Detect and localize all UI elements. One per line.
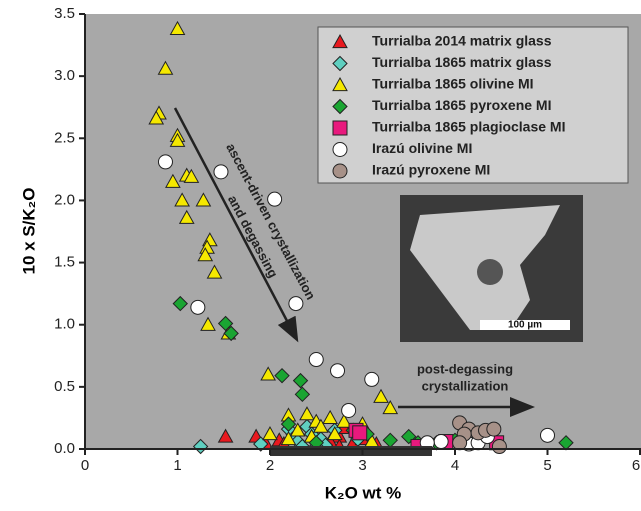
data-point <box>326 426 343 441</box>
data-point <box>433 434 449 450</box>
x-tick-label: 3 <box>358 457 366 474</box>
data-point <box>280 416 297 432</box>
data-point <box>267 191 283 207</box>
data-point <box>157 60 174 75</box>
data-point <box>341 402 357 418</box>
legend <box>317 26 629 184</box>
data-point <box>308 352 324 368</box>
data-point <box>289 422 306 437</box>
data-point <box>336 413 352 428</box>
annotation: post-degassing <box>417 361 513 376</box>
legend-marker <box>332 76 348 92</box>
legend-marker <box>332 98 348 115</box>
data-point <box>274 367 290 384</box>
scale-label: 100 µm <box>508 320 542 331</box>
x-axis-label: K₂O wt % <box>325 483 402 502</box>
data-point <box>288 296 304 312</box>
highlight-band <box>270 446 432 456</box>
legend-label: Turrialba 1865 pyroxene MI <box>372 97 551 113</box>
data-point <box>148 110 165 125</box>
data-point <box>452 435 468 451</box>
data-point <box>197 247 214 262</box>
data-point <box>217 315 234 332</box>
data-point <box>330 363 346 379</box>
y-tick-label: 2.5 <box>54 129 75 146</box>
data-point <box>206 264 223 279</box>
x-tick-label: 4 <box>451 457 459 474</box>
legend-marker <box>332 120 348 136</box>
data-point <box>157 154 173 170</box>
y-tick-label: 1.5 <box>54 254 75 271</box>
data-point <box>178 209 195 224</box>
data-point <box>200 316 216 331</box>
data-point <box>486 421 502 437</box>
data-point <box>382 399 399 415</box>
data-point <box>174 192 190 207</box>
y-tick-label: 3.0 <box>54 67 75 84</box>
x-tick-label: 1 <box>173 457 181 474</box>
data-point <box>294 386 311 403</box>
data-point <box>183 168 200 183</box>
legend-marker <box>332 55 348 72</box>
data-point <box>262 426 278 441</box>
data-point <box>192 438 209 455</box>
data-point <box>195 192 212 207</box>
data-point <box>260 366 276 381</box>
data-point <box>322 409 338 425</box>
legend-label: Turrialba 1865 plagioclase MI <box>372 119 565 135</box>
data-point <box>223 325 239 342</box>
y-tick-label: 3.5 <box>54 5 75 22</box>
data-point <box>213 164 229 180</box>
legend-label: Turrialba 2014 matrix glass <box>372 33 552 49</box>
data-point <box>169 20 186 36</box>
y-tick-label: 0.0 <box>54 440 75 457</box>
data-point <box>540 427 555 443</box>
x-tick-label: 0 <box>81 457 89 474</box>
x-tick-label: 6 <box>632 457 640 474</box>
legend-label: Turrialba 1865 matrix glass <box>372 54 552 70</box>
inset-image: 100 µm <box>400 195 583 342</box>
data-point <box>172 295 188 312</box>
data-point <box>280 431 297 446</box>
arrow <box>173 107 299 343</box>
y-tick-label: 0.5 <box>54 378 75 395</box>
data-point <box>190 299 206 315</box>
legend-marker <box>332 33 348 49</box>
legend-marker <box>332 142 348 157</box>
legend-marker <box>332 163 348 179</box>
x-tick-label: 5 <box>543 457 551 474</box>
y-tick-label: 1.0 <box>54 316 75 333</box>
data-point <box>313 418 329 433</box>
data-point <box>299 406 315 421</box>
y-axis-label: 10 x S/K₂O <box>19 188 38 275</box>
legend-label: Irazú olivine MI <box>372 140 472 156</box>
data-point <box>165 173 181 188</box>
legend-label: Irazú pyroxene MI <box>372 162 490 178</box>
data-point <box>373 388 389 403</box>
legend-label: Turrialba 1865 olivine MI <box>372 76 534 92</box>
data-point <box>491 439 507 455</box>
annotation: crystallization <box>422 378 509 393</box>
data-point <box>217 428 234 443</box>
data-point <box>352 425 368 441</box>
x-tick-label: 2 <box>266 457 274 474</box>
data-point <box>364 371 380 387</box>
data-point <box>169 132 186 147</box>
data-point <box>253 436 269 452</box>
y-tick-label: 2.0 <box>54 191 75 208</box>
data-point <box>292 372 309 389</box>
